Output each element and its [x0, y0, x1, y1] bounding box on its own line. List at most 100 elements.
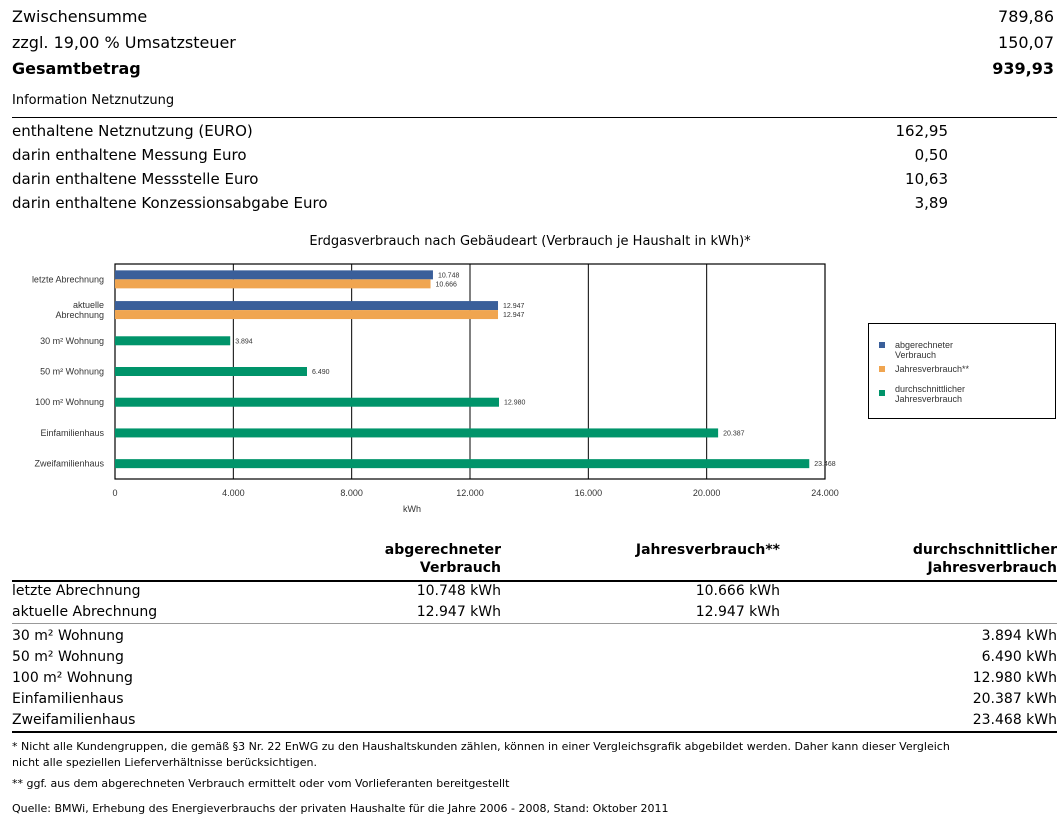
average-value: 20.387 kWh — [972, 691, 1057, 707]
table-group-divider — [12, 623, 1057, 624]
header-line: Jahresverbrauch** — [635, 542, 780, 558]
data-label: 23.468 — [814, 461, 836, 468]
consumption-bar-chart: 0 4.000 8.000 12.000 16.000 20.000 24.000 kWh le… — [32, 263, 839, 514]
bar — [115, 279, 431, 289]
table-row: 50 m² Wohnung 6.490 kWh — [12, 647, 1057, 668]
data-label: 12.947 — [503, 312, 525, 319]
net-row-value: 0,50 — [914, 146, 948, 164]
legend-label: Jahresverbrauch** — [895, 364, 970, 374]
category-label: aktuelle — [73, 300, 104, 310]
table-row: 100 m² Wohnung 12.980 kWh — [12, 668, 1057, 689]
col-header-billed: abgerechneter Verbrauch — [370, 541, 501, 577]
legend-swatch — [879, 342, 885, 348]
x-tick-label: 24.000 — [811, 488, 839, 498]
data-label: 10.748 — [438, 272, 460, 279]
table-row: aktuelle Abrechnung 12.947 kWh 12.947 kWh — [12, 602, 1057, 623]
total-value: 939,93 — [992, 59, 1054, 78]
vat-label: zzgl. 19,00 % Umsatzsteuer — [12, 33, 236, 52]
net-row: darin enthaltene Messung Euro 0,50 — [12, 144, 948, 168]
subtotal-value: 789,86 — [998, 7, 1054, 26]
bar — [115, 270, 433, 280]
total-row: Gesamtbetrag 939,93 — [12, 56, 1054, 82]
chart-legend: abgerechneter Verbrauch Jahresverbrauch*… — [868, 323, 1056, 419]
x-tick-label: 4.000 — [222, 488, 245, 498]
net-row: enthaltene Netznutzung (EURO) 162,95 — [12, 120, 948, 144]
net-row-label: darin enthaltene Messstelle Euro — [12, 170, 259, 188]
billed-value: 10.748 kWh — [416, 583, 501, 599]
row-label: Einfamilienhaus — [12, 691, 124, 707]
x-tick-label: 8.000 — [340, 488, 363, 498]
bar — [115, 301, 499, 311]
x-tick-label: 12.000 — [456, 488, 484, 498]
annual-value: 12.947 kWh — [695, 604, 780, 620]
average-value: 12.980 kWh — [972, 670, 1057, 686]
row-label: Zweifamilienhaus — [12, 712, 136, 728]
subtotal-label: Zwischensumme — [12, 7, 148, 26]
category-label: 30 m² Wohnung — [40, 336, 104, 346]
data-label: 20.387 — [723, 430, 745, 437]
source-note: Quelle: BMWi, Erhebung des Energieverbra… — [12, 802, 669, 815]
header-line: durchschnittlicher — [912, 542, 1057, 558]
info-divider — [12, 117, 1057, 118]
category-label: letzte Abrechnung — [32, 274, 104, 284]
net-row-value: 3,89 — [914, 194, 948, 212]
bar — [115, 459, 810, 469]
x-tick-label: 16.000 — [575, 488, 603, 498]
legend-swatch — [879, 390, 885, 396]
row-label: 100 m² Wohnung — [12, 670, 133, 686]
bar — [115, 336, 231, 346]
category-label: Einfamilienhaus — [40, 428, 104, 438]
average-value: 3.894 kWh — [981, 628, 1057, 644]
header-line: abgerechneter — [384, 542, 501, 558]
x-axis-label: kWh — [403, 504, 421, 514]
x-tick-label: 20.000 — [693, 488, 721, 498]
legend-swatch — [879, 366, 885, 372]
row-label: 30 m² Wohnung — [12, 628, 124, 644]
average-value: 23.468 kWh — [972, 712, 1057, 728]
bar — [115, 428, 719, 438]
footnote-1: * Nicht alle Kundengruppen, die gemäß §3… — [12, 739, 950, 771]
legend-label: durchschnittlicher — [895, 384, 966, 394]
vat-row: zzgl. 19,00 % Umsatzsteuer 150,07 — [12, 30, 1054, 56]
average-value: 6.490 kWh — [981, 649, 1057, 665]
table-header-divider — [12, 580, 1057, 582]
data-label: 3.894 — [235, 338, 253, 345]
bar — [115, 367, 307, 376]
data-label: 12.947 — [503, 303, 525, 310]
billed-value: 12.947 kWh — [416, 604, 501, 620]
table-row: letzte Abrechnung 10.748 kWh 10.666 kWh — [12, 581, 1057, 602]
subtotal-row: Zwischensumme 789,86 — [12, 4, 1054, 30]
bar — [115, 310, 499, 320]
table-bottom-divider — [12, 731, 1057, 733]
net-row-label: darin enthaltene Konzessionsabgabe Euro — [12, 194, 328, 212]
data-label: 12.980 — [504, 400, 526, 407]
total-label: Gesamtbetrag — [12, 59, 141, 78]
category-label: 50 m² Wohnung — [40, 367, 104, 377]
vat-value: 150,07 — [998, 33, 1054, 52]
legend-label: abgerechneter Verbrauch — [895, 340, 954, 360]
net-row-label: darin enthaltene Messung Euro — [12, 146, 247, 164]
net-row: darin enthaltene Messstelle Euro 10,63 — [12, 168, 948, 192]
header-line: Jahresverbrauch — [927, 560, 1058, 576]
net-row: darin enthaltene Konzessionsabgabe Euro … — [12, 192, 948, 216]
bar — [115, 397, 499, 407]
footnote-line: * Nicht alle Kundengruppen, die gemäß §3… — [12, 740, 950, 753]
col-header-annual: Jahresverbrauch** — [600, 541, 780, 559]
header-line: Verbrauch — [419, 560, 501, 576]
annual-value: 10.666 kWh — [695, 583, 780, 599]
col-header-average: durchschnittlicher Jahresverbrauch — [860, 541, 1057, 577]
info-title: Information Netznutzung — [12, 93, 175, 108]
x-tick-label: 0 — [112, 488, 117, 498]
data-label: 10.666 — [436, 281, 458, 288]
data-label: 6.490 — [312, 369, 330, 376]
net-row-value: 162,95 — [895, 122, 949, 140]
legend-label: Jahresverbrauch — [895, 394, 963, 404]
table-row: Einfamilienhaus 20.387 kWh — [12, 689, 1057, 710]
footnote-2: ** ggf. aus dem abgerechneten Verbrauch … — [12, 777, 510, 790]
category-label: Abrechnung — [55, 310, 104, 320]
table-row: 30 m² Wohnung 3.894 kWh — [12, 626, 1057, 647]
row-label: letzte Abrechnung — [12, 583, 141, 599]
net-row-value: 10,63 — [905, 170, 948, 188]
table-row: Zweifamilienhaus 23.468 kWh — [12, 710, 1057, 731]
footnote-line: nicht alle speziellen Lieferverhältnisse… — [12, 756, 318, 769]
